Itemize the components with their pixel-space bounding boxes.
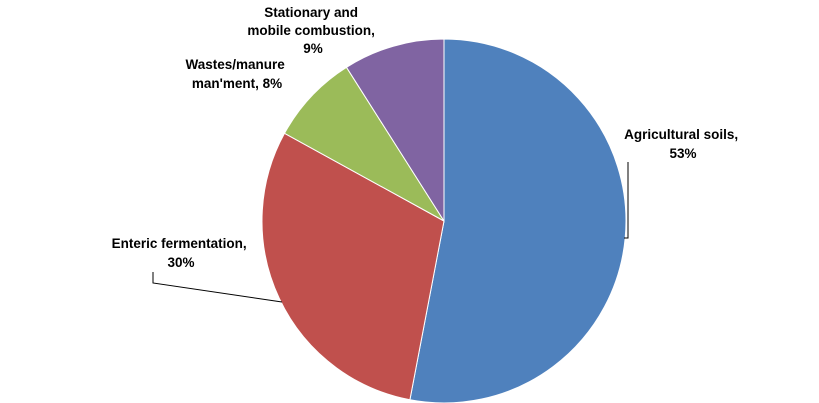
slice-label-agricultural-soils: Agricultural soils, 53% [624,127,742,161]
slice-label-wastes-manure: Wastes/manure man'ment, 8% [185,57,288,91]
pie-slice-wastes-manure [283,66,445,222]
slice-labels: Agricultural soils, 53% Enteric fermenta… [112,5,742,270]
pie-slice-enteric-fermentation [261,132,445,401]
pie-slice-stationary-and [345,38,445,223]
leader-line-agricultural-soils [624,162,629,239]
pie-slices [261,38,627,403]
leader-lines [152,162,629,303]
slice-label-stationary-mobile-combustion: Stationary and mobile combustion, 9% [247,5,378,56]
slice-label-enteric-fermentation: Enteric fermentation, 30% [112,236,251,270]
leader-line-enteric-fermentation [152,272,283,303]
